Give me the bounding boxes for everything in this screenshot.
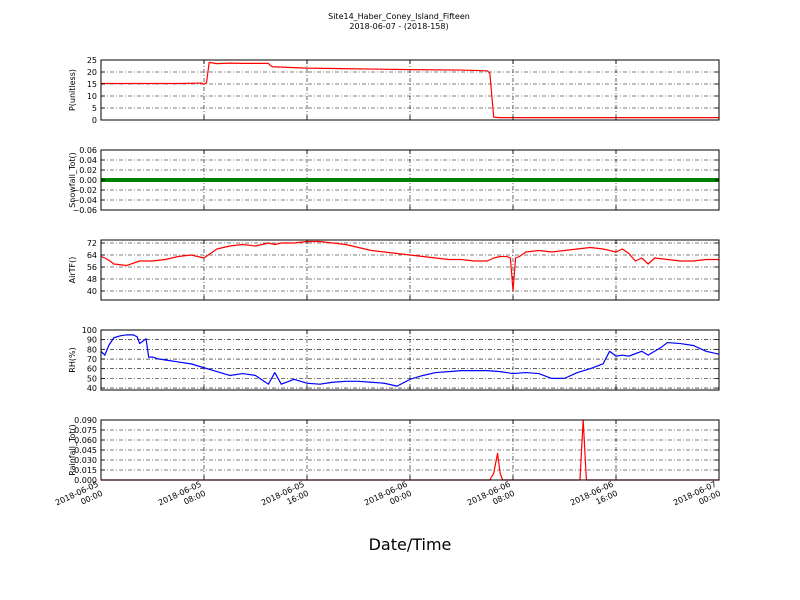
x-tick-label: 2018-06-0500:00 [54, 480, 104, 517]
y-tick-label: 0.075 [74, 426, 97, 435]
y-tick-label: 56 [87, 263, 97, 272]
series-line-3 [100, 240, 719, 292]
y-tick-label: 0.015 [74, 466, 97, 475]
y-tick-label: 0.04 [79, 156, 97, 165]
x-tick-label: 2018-06-0508:00 [157, 480, 207, 517]
y-tick-label: 0 [92, 116, 97, 125]
y-tick-label: 20 [87, 68, 97, 77]
series-line-4 [100, 334, 720, 387]
x-tick-labels: 2018-06-0500:00 2018-06-0508:00 2018-06-05… [54, 480, 722, 517]
y-tick-label: 72 [87, 239, 97, 248]
y-tick-label: 80 [87, 345, 97, 354]
y-tick-label: 0.090 [74, 416, 97, 425]
y-tick-label: 50 [87, 374, 97, 383]
y-tick-label: 0.02 [79, 166, 97, 175]
y-tick-label: −0.04 [72, 196, 97, 205]
y-tick-label: 70 [87, 355, 97, 364]
panel-3: 40 48 56 64 72 AirTF() [68, 239, 720, 301]
x-tick-label: 2018-06-0608:00 [466, 480, 516, 517]
y-tick-label: 64 [87, 251, 97, 260]
y-tick-label: 5 [92, 104, 97, 113]
y-tick-label: 40 [87, 287, 97, 296]
y-tick-label: 15 [87, 80, 97, 89]
x-tick-label: 2018-06-0600:00 [363, 480, 413, 517]
panel-5: 0.0000.0150.0300.0450.0600.0750.090Rainf… [68, 416, 720, 485]
y-tick-label: 60 [87, 365, 97, 374]
x-tick-label: 2018-06-0700:00 [672, 480, 722, 517]
y-axis-label: RH(%) [68, 347, 77, 372]
panels-group: 0510152025P(unitless)−0.06−0.04−0.020.00… [68, 56, 720, 485]
y-axis-label: Snowfall_Tot() [68, 152, 77, 208]
y-tick-label: 0.000 [74, 476, 97, 485]
y-axis-label: Rainfall_Tot() [68, 424, 77, 476]
y-tick-label: 25 [87, 56, 97, 65]
y-tick-label: 10 [87, 92, 97, 101]
y-tick-label: −0.06 [72, 206, 97, 215]
y-tick-label: 0.045 [74, 446, 97, 455]
x-tick-label: 2018-06-0616:00 [569, 480, 619, 517]
y-axis-label: AirTF() [68, 257, 77, 284]
y-tick-label: 0.030 [74, 456, 97, 465]
series-line-1 [101, 61, 719, 119]
panel-2: −0.06−0.04−0.020.000.020.040.06Snowfall_… [68, 146, 720, 215]
panel-1: 0 5 10 15 20 25 P(unitless) [68, 56, 720, 125]
y-axis-label: P(unitless) [68, 69, 77, 111]
figure-title-line1: Site14_Haber_Coney_Island_Fifteen [328, 12, 470, 21]
y-tick-label: 0.060 [74, 436, 97, 445]
x-tick-label: 2018-06-0516:00 [260, 480, 310, 517]
y-tick-label: 0.06 [79, 146, 97, 155]
y-tick-label: 40 [87, 384, 97, 393]
x-axis-label: Date/Time [369, 535, 452, 554]
y-tick-label: 100 [82, 326, 97, 335]
y-tick-label: 0.00 [79, 176, 97, 185]
y-tick-label: −0.02 [72, 186, 97, 195]
y-tick-label: 48 [87, 275, 97, 284]
y-tick-label: 90 [87, 336, 97, 345]
figure-title-line2: 2018-06-07 - (2018-158) [349, 22, 448, 31]
